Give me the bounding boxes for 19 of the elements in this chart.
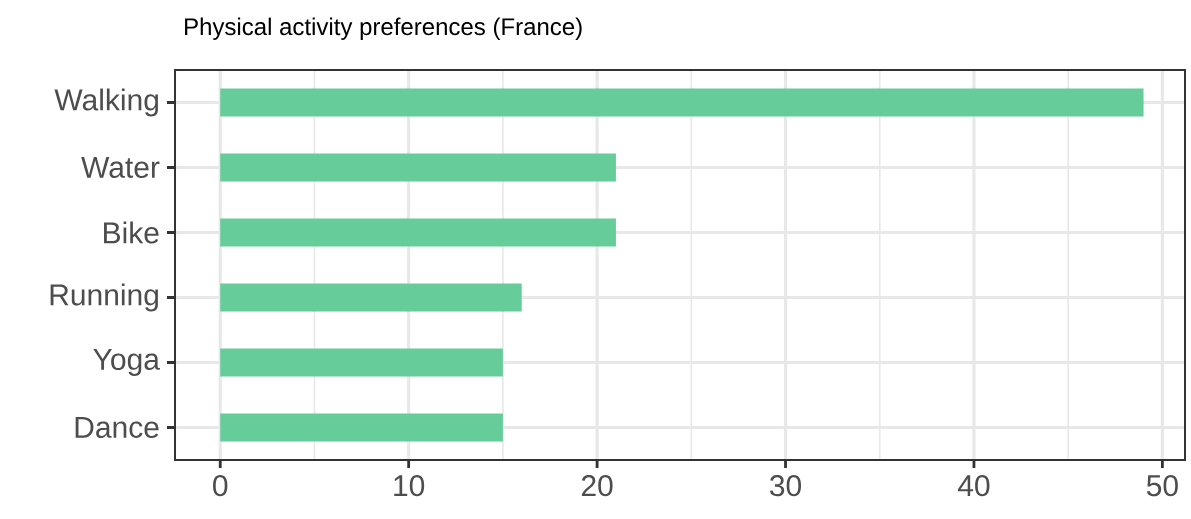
x-tick-label: 30: [769, 475, 802, 497]
chart-title: Physical activity preferences (France): [185, 17, 582, 40]
bar: [220, 153, 616, 182]
y-tick-label: Yoga: [93, 349, 160, 376]
y-tick-label: Water: [81, 157, 160, 178]
y-tick-label: Running: [50, 283, 158, 312]
x-tick-label: 40: [957, 475, 990, 497]
x-tick-label: 20: [581, 475, 613, 497]
x-tick-label: 0: [213, 475, 228, 497]
y-tick-label: Dance: [75, 417, 159, 438]
bar: [220, 88, 1144, 117]
bar: [220, 413, 503, 442]
y-tick-label: Bike: [104, 221, 159, 244]
x-tick-label: 50: [1146, 475, 1178, 497]
bar: [220, 283, 522, 312]
x-tick-label: 10: [394, 475, 425, 497]
y-tick-label: Walking: [54, 88, 158, 117]
bar: [220, 218, 616, 247]
bar: [220, 348, 503, 377]
